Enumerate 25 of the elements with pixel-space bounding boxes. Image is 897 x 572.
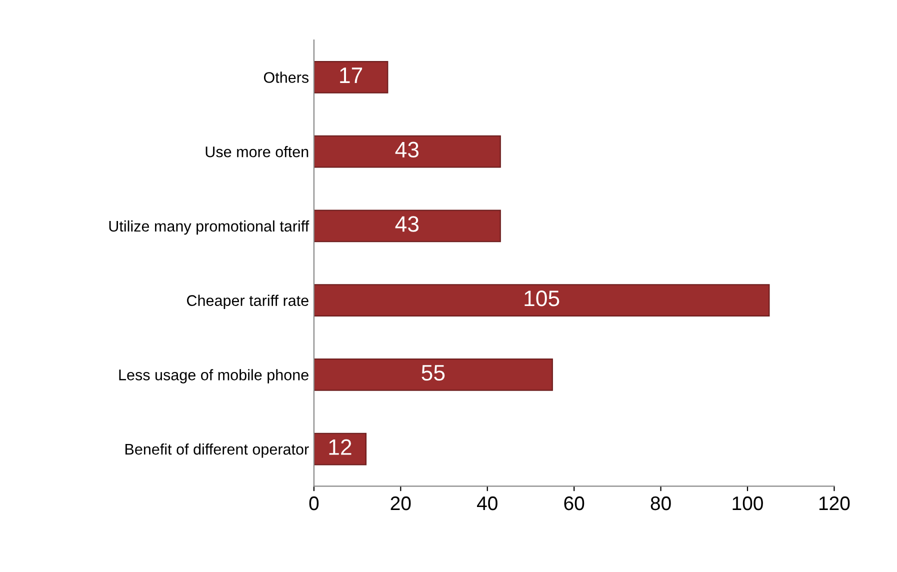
data-label: 55 xyxy=(422,365,445,381)
y-tick-label: Use more often xyxy=(206,146,308,158)
y-tick-label: Cheaper tariff rate xyxy=(187,294,308,310)
data-label: 17 xyxy=(340,68,362,83)
y-tick-label: Benefit of different operator xyxy=(125,443,309,458)
data-label: 12 xyxy=(329,439,352,455)
y-tick-label: Others xyxy=(264,72,309,83)
x-tick-label: 80 xyxy=(650,496,671,510)
bar xyxy=(314,358,553,391)
x-tick-label: 40 xyxy=(477,496,498,510)
bar xyxy=(314,210,501,242)
y-tick-label: Less usage of mobile phone xyxy=(119,369,308,384)
bar xyxy=(314,135,501,168)
x-tick-label: 0 xyxy=(309,496,319,510)
bar xyxy=(314,284,770,316)
x-tick-label: 120 xyxy=(819,496,850,510)
x-tick-label: 20 xyxy=(390,496,411,510)
x-tick-label: 60 xyxy=(564,496,584,510)
data-label: 105 xyxy=(524,290,560,306)
bar xyxy=(314,61,388,94)
bar xyxy=(314,432,367,466)
x-tick-label: 100 xyxy=(732,496,763,510)
data-label: 43 xyxy=(395,142,419,158)
y-tick-label: Utilize many promotional tariff xyxy=(109,220,310,235)
data-label: 43 xyxy=(395,216,419,232)
